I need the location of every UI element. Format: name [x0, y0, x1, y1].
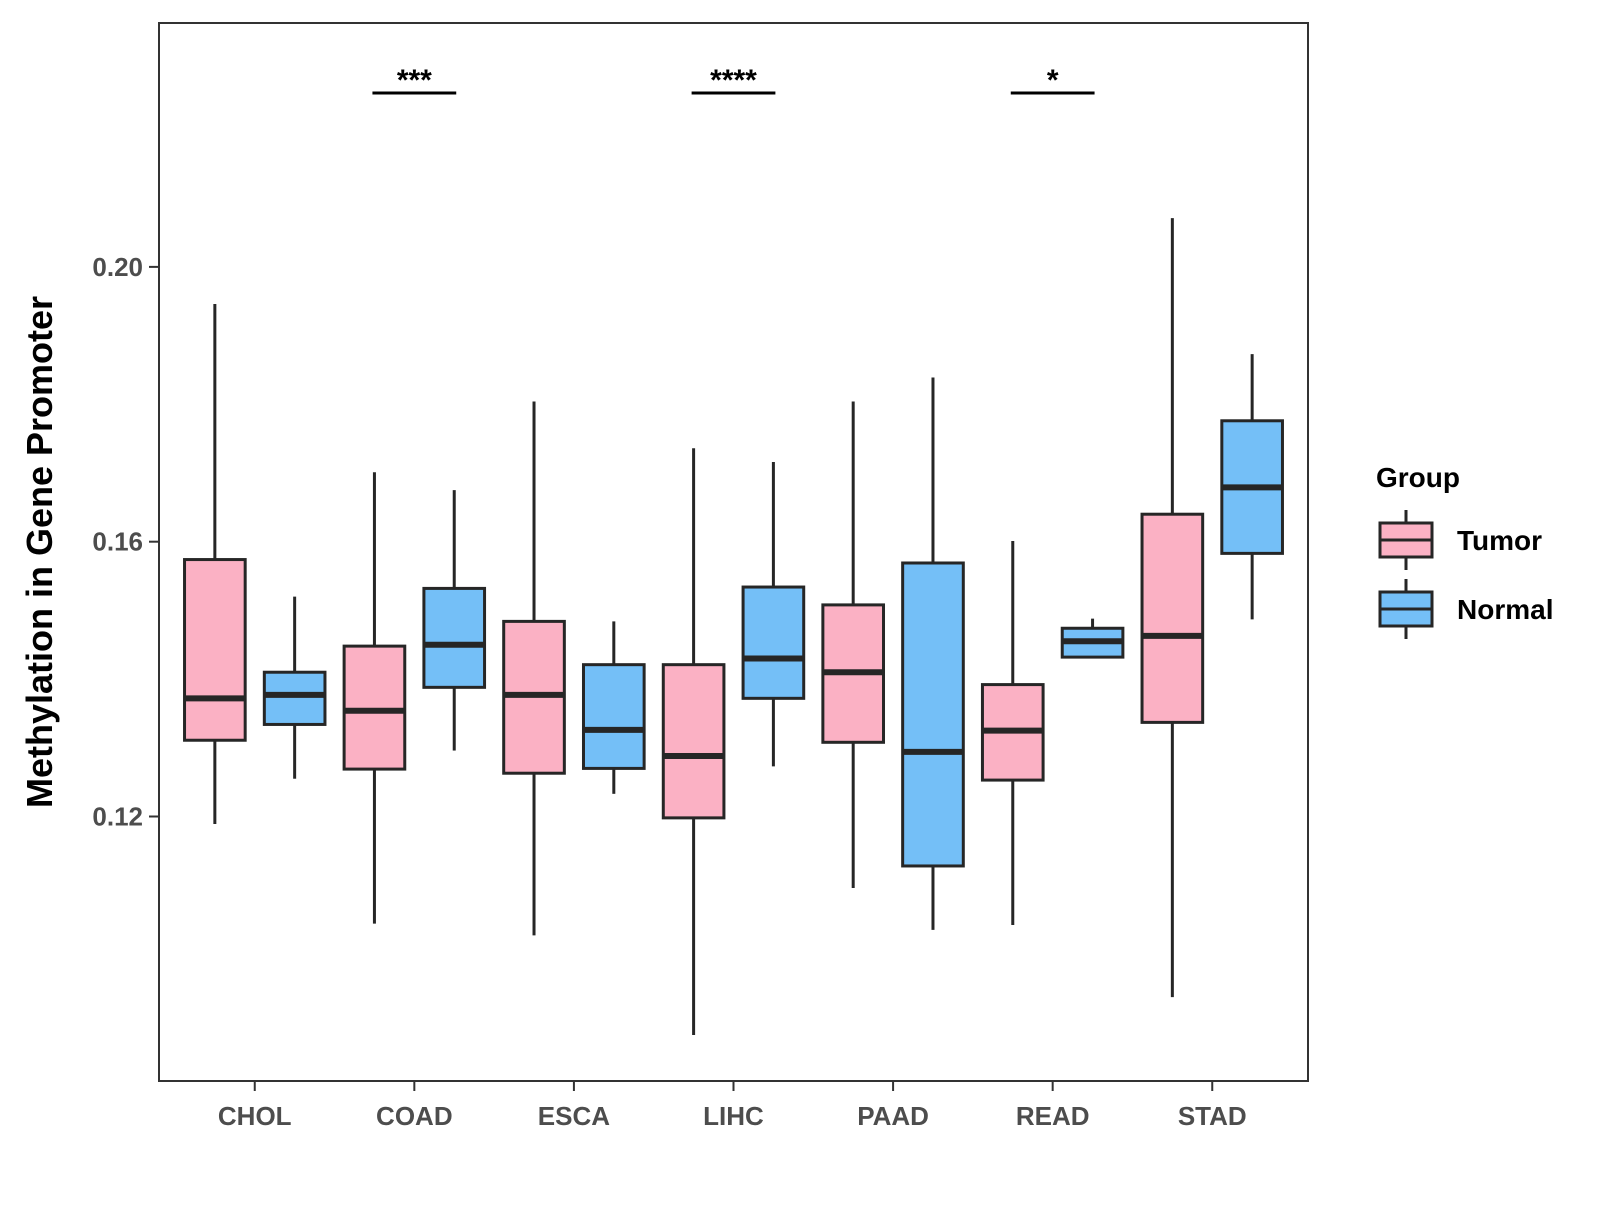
box-lihc-tumor: [661, 448, 726, 1035]
box-coad-normal: [422, 490, 487, 751]
x-tick-label: ESCA: [538, 1101, 610, 1131]
y-tick-label: 0.12: [92, 802, 143, 832]
box-body: [901, 561, 965, 868]
significance-coad: ***: [372, 64, 457, 97]
x-tick-label: CHOL: [218, 1101, 292, 1131]
x-axis: CHOL COAD ESCA LIHC PAAD READ STAD: [218, 1081, 1247, 1131]
x-tick-label: LIHC: [703, 1101, 764, 1131]
panel-border: [158, 22, 1309, 1082]
box-stad-tumor: [1140, 218, 1205, 998]
box-body: [422, 586, 487, 689]
box-esca-tumor: [502, 401, 566, 936]
legend: Group Tumor Normal: [1376, 462, 1553, 639]
box-paad-tumor: [821, 401, 886, 888]
box-read-tumor: [980, 541, 1045, 926]
x-tick-label: PAAD: [857, 1101, 929, 1131]
y-tick-label: 0.20: [92, 252, 143, 282]
series-tumor: [183, 218, 1205, 1035]
box-body: [1140, 512, 1205, 724]
box-lihc-normal: [741, 462, 806, 767]
box-chol-tumor: [183, 303, 247, 825]
significance-label: ***: [397, 64, 432, 97]
box-paad-normal: [901, 377, 965, 930]
y-axis-title: Methylation in Gene Promoter: [19, 296, 60, 808]
plot-area: 0.12 0.16 0.20 CHOL COAD ESCA LIHC PAAD READ STA…: [92, 22, 1309, 1131]
box-read-normal: [1060, 618, 1125, 659]
legend-label: Tumor: [1457, 525, 1542, 556]
significance-read: *: [1010, 64, 1095, 97]
y-tick-label: 0.16: [92, 527, 143, 557]
box-body: [342, 644, 407, 771]
legend-item-normal: Normal: [1378, 579, 1553, 639]
legend-label: Normal: [1457, 594, 1553, 625]
y-axis: 0.12 0.16 0.20: [92, 252, 159, 832]
legend-title: Group: [1376, 462, 1460, 493]
box-body: [581, 663, 646, 770]
box-chol-normal: [262, 596, 327, 779]
significance-lihc: ****: [691, 64, 776, 97]
x-tick-label: COAD: [376, 1101, 453, 1131]
significance-label: *: [1047, 64, 1059, 97]
legend-item-tumor: Tumor: [1378, 510, 1542, 570]
box-stad-normal: [1220, 354, 1284, 620]
x-tick-label: READ: [1016, 1101, 1090, 1131]
significance-annotations: *** **** *: [372, 64, 1095, 97]
significance-label: ****: [710, 64, 757, 97]
box-body: [661, 663, 726, 820]
x-tick-label: STAD: [1178, 1101, 1247, 1131]
series-normal: [262, 354, 1284, 930]
box-coad-tumor: [342, 472, 407, 924]
box-body: [262, 670, 327, 726]
box-groups: [183, 218, 1284, 1035]
box-esca-normal: [581, 621, 646, 794]
box-body: [183, 558, 247, 742]
box-body: [741, 585, 806, 700]
